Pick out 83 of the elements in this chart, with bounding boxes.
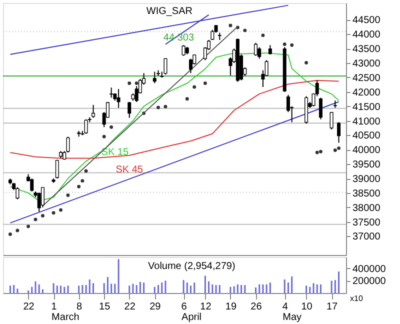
point [66, 194, 70, 197]
y-tick-label: 37500 [352, 217, 381, 228]
text: April [182, 312, 202, 323]
x-tick-label: 26 [250, 302, 262, 312]
point [156, 106, 160, 110]
y-tick-label: 41000 [352, 116, 381, 128]
x-tick-label: 17 [326, 302, 338, 312]
y-tick-label: 38000 [352, 202, 381, 214]
point [185, 97, 189, 101]
x-tick-label: 29 [150, 302, 162, 312]
y-tick-label: 39500 [352, 160, 381, 171]
y-tick-label: 44500 [352, 15, 381, 26]
point [128, 82, 132, 85]
y-tick-label: 41500 [352, 102, 381, 113]
point [192, 85, 196, 89]
y-tick-label: 400000 [352, 264, 386, 275]
x-tick-label: 4 [282, 302, 288, 312]
point [134, 82, 138, 85]
candlestick [55, 159, 59, 180]
x-tick-label: 8 [76, 302, 83, 312]
annotation: Volume (2,954,279) [148, 261, 236, 272]
point [304, 61, 308, 64]
candlestick [333, 100, 337, 108]
x-tick-label: 12 [200, 302, 212, 312]
chart-title: WIG_SAR [146, 6, 192, 17]
candlestick [128, 102, 132, 118]
y-tick-label: 42500 [352, 72, 381, 84]
point [102, 134, 106, 138]
point [261, 34, 265, 38]
candlestick [188, 58, 192, 74]
candlestick [182, 44, 186, 56]
y-tick-label: 43500 [352, 44, 381, 56]
annotation: 44 303 [163, 32, 194, 44]
point [243, 28, 247, 32]
candlestick [152, 71, 156, 84]
text: x10 [350, 294, 364, 303]
point [59, 208, 62, 212]
x-tick-label: 15 [99, 302, 111, 312]
point [203, 82, 207, 85]
candlestick [164, 58, 168, 76]
point [337, 146, 341, 150]
candlestick [110, 87, 114, 98]
candlestick [258, 46, 262, 60]
point [318, 150, 322, 154]
y-tick-label: 37000 [352, 232, 381, 243]
candlestick [337, 122, 341, 144]
point [315, 150, 319, 154]
candlestick [254, 42, 258, 56]
text: March [52, 312, 80, 323]
y-tick-label: 200000 [352, 276, 386, 288]
candlestick [84, 118, 88, 134]
y-tick-label: 44000 [352, 30, 381, 41]
point [80, 179, 84, 183]
candlestick [218, 32, 222, 40]
candlestick [268, 44, 272, 55]
x-tick-label: 1 [51, 302, 58, 312]
x-tick-label: 10 [301, 302, 313, 312]
candlestick [330, 112, 334, 130]
candlestick [210, 29, 214, 40]
point [282, 42, 286, 46]
y-tick-label: 38500 [352, 188, 381, 200]
x-tick-label: 6 [181, 302, 188, 312]
y-tick-label: 39000 [352, 174, 381, 186]
y-tick-label: 40000 [352, 145, 381, 156]
series-label: SK 45 [116, 164, 144, 176]
point [84, 169, 88, 173]
point [333, 148, 337, 152]
y-tick-label: 43000 [352, 58, 381, 70]
x-tick-label: 22 [124, 302, 136, 312]
point [164, 104, 168, 108]
point [290, 43, 294, 47]
x-tick-label: 22 [23, 302, 35, 312]
candlestick [318, 97, 322, 120]
candlestick [92, 104, 96, 118]
point [228, 24, 232, 28]
y-tick-label: 40500 [352, 130, 381, 142]
text: May [282, 312, 302, 323]
candlestick [116, 88, 120, 108]
point [52, 211, 56, 215]
point [77, 184, 81, 188]
point [110, 125, 114, 129]
y-tick-label: 42000 [352, 87, 381, 98]
x-tick-label: 19 [225, 302, 237, 312]
